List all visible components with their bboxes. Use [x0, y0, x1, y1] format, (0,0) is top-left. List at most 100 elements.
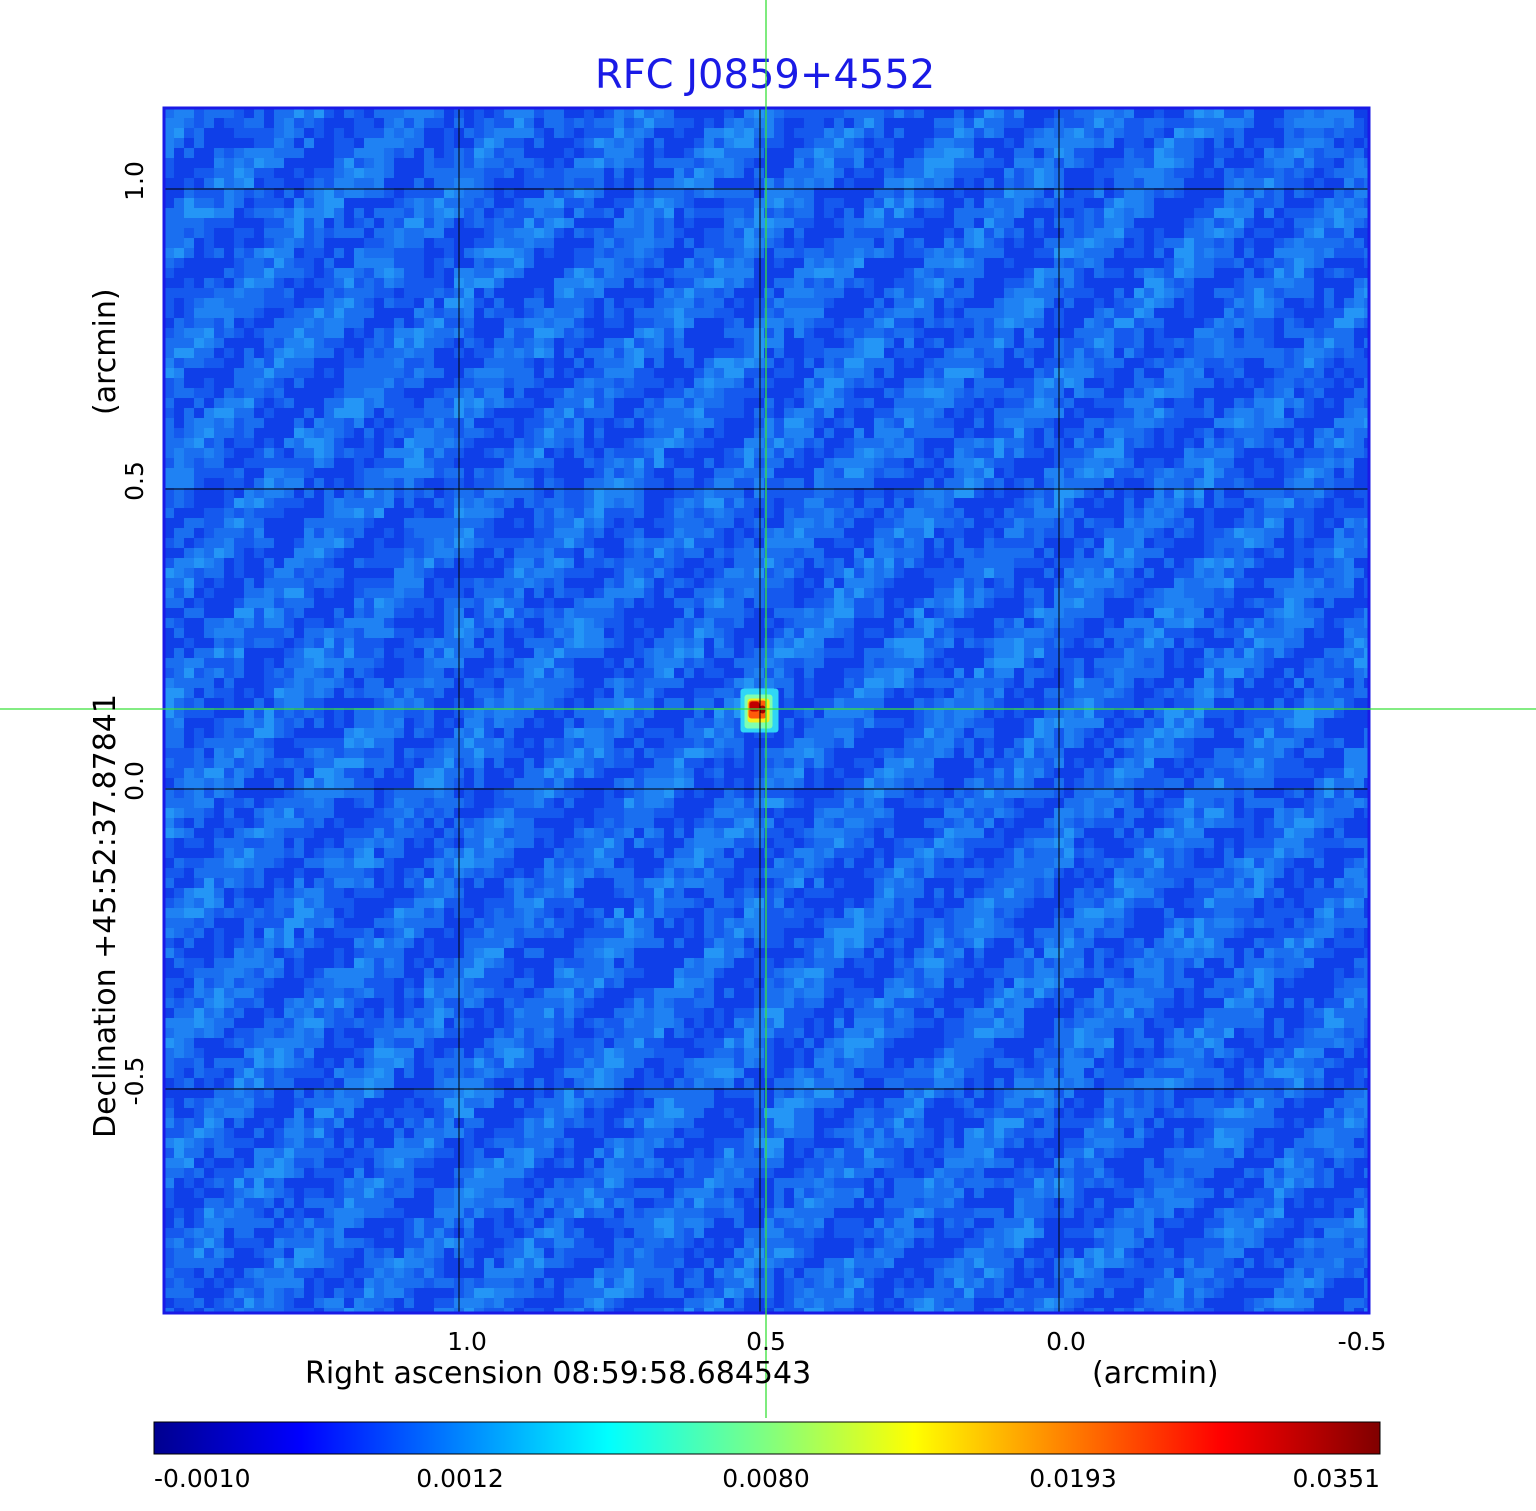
- noise-pixel: [634, 168, 644, 178]
- noise-pixel: [1044, 288, 1054, 298]
- noise-pixel: [944, 358, 954, 368]
- noise-pixel: [804, 168, 814, 178]
- noise-pixel: [684, 258, 694, 268]
- noise-pixel: [904, 338, 914, 348]
- noise-pixel: [784, 218, 794, 228]
- noise-pixel: [964, 228, 974, 238]
- noise-pixel: [1154, 448, 1164, 458]
- noise-pixel: [304, 198, 314, 208]
- noise-pixel: [1294, 228, 1304, 238]
- noise-pixel: [1084, 378, 1094, 388]
- noise-pixel: [194, 218, 204, 228]
- noise-pixel: [994, 128, 1004, 138]
- noise-pixel: [524, 238, 534, 248]
- noise-pixel: [1184, 488, 1194, 498]
- noise-pixel: [1134, 228, 1144, 238]
- noise-pixel: [414, 288, 424, 298]
- noise-pixel: [234, 418, 244, 428]
- noise-pixel: [874, 248, 884, 258]
- noise-pixel: [334, 108, 344, 118]
- noise-pixel: [554, 428, 564, 438]
- noise-pixel: [304, 108, 314, 118]
- noise-pixel: [314, 238, 324, 248]
- noise-pixel: [484, 498, 494, 508]
- noise-pixel: [204, 508, 214, 518]
- noise-pixel: [574, 148, 584, 158]
- noise-pixel: [524, 178, 534, 188]
- noise-pixel: [264, 298, 274, 308]
- noise-pixel: [1024, 288, 1034, 298]
- noise-pixel: [414, 158, 424, 168]
- noise-pixel: [1364, 218, 1369, 228]
- noise-pixel: [504, 368, 514, 378]
- noise-pixel: [224, 298, 234, 308]
- noise-pixel: [734, 498, 744, 508]
- noise-pixel: [494, 218, 504, 228]
- noise-pixel: [844, 218, 854, 228]
- noise-pixel: [1244, 498, 1254, 508]
- noise-pixel: [664, 238, 674, 248]
- noise-pixel: [814, 118, 824, 128]
- noise-pixel: [1114, 208, 1124, 218]
- noise-pixel: [1204, 488, 1214, 498]
- noise-pixel: [624, 478, 634, 488]
- noise-pixel: [864, 208, 874, 218]
- noise-pixel: [914, 288, 924, 298]
- noise-pixel: [794, 198, 804, 208]
- noise-pixel: [354, 298, 364, 308]
- noise-pixel: [294, 488, 304, 498]
- noise-pixel: [414, 298, 424, 308]
- noise-pixel: [1024, 258, 1034, 268]
- noise-pixel: [304, 448, 314, 458]
- noise-pixel: [684, 348, 694, 358]
- noise-pixel: [294, 338, 304, 348]
- noise-pixel: [494, 508, 504, 518]
- noise-pixel: [654, 438, 664, 448]
- noise-pixel: [604, 458, 614, 468]
- noise-pixel: [564, 178, 574, 188]
- noise-pixel: [314, 208, 324, 218]
- noise-pixel: [604, 498, 614, 508]
- noise-pixel: [224, 188, 234, 198]
- noise-pixel: [744, 468, 754, 478]
- noise-pixel: [294, 108, 304, 118]
- noise-pixel: [844, 468, 854, 478]
- noise-pixel: [284, 468, 294, 478]
- noise-pixel: [1174, 268, 1184, 278]
- noise-pixel: [374, 508, 384, 518]
- noise-pixel: [384, 318, 394, 328]
- noise-pixel: [824, 488, 834, 498]
- noise-pixel: [1324, 158, 1334, 168]
- noise-pixel: [1334, 488, 1344, 498]
- noise-pixel: [1034, 178, 1044, 188]
- noise-pixel: [1024, 108, 1034, 118]
- noise-pixel: [1044, 118, 1054, 128]
- noise-pixel: [944, 428, 954, 438]
- noise-pixel: [264, 308, 274, 318]
- noise-pixel: [1044, 318, 1054, 328]
- noise-pixel: [1034, 298, 1044, 308]
- noise-pixel: [634, 398, 644, 408]
- noise-pixel: [604, 348, 614, 358]
- noise-pixel: [794, 308, 804, 318]
- noise-pixel: [854, 178, 864, 188]
- noise-pixel: [1124, 448, 1134, 458]
- noise-pixel: [1144, 428, 1154, 438]
- noise-pixel: [1144, 318, 1154, 328]
- noise-pixel: [1244, 298, 1254, 308]
- noise-pixel: [714, 298, 724, 308]
- noise-pixel: [404, 338, 414, 348]
- noise-pixel: [394, 148, 404, 158]
- noise-pixel: [1124, 288, 1134, 298]
- image-plot-area[interactable]: [162, 106, 1374, 1318]
- noise-pixel: [324, 488, 334, 498]
- noise-pixel: [664, 378, 674, 388]
- noise-pixel: [1114, 258, 1124, 268]
- noise-pixel: [1074, 108, 1084, 118]
- noise-pixel: [424, 258, 434, 268]
- noise-pixel: [1044, 348, 1054, 358]
- noise-pixel: [1224, 208, 1234, 218]
- noise-pixel: [1034, 218, 1044, 228]
- noise-pixel: [934, 498, 944, 508]
- noise-pixel: [834, 418, 844, 428]
